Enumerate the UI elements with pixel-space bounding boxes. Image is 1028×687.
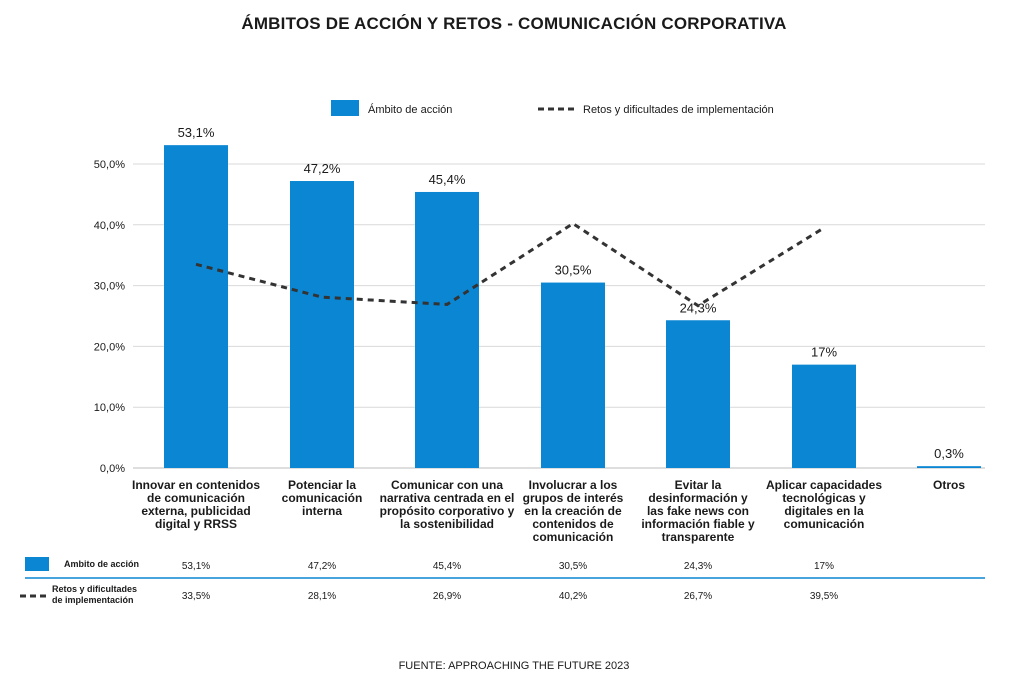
table-bar-swatch — [25, 557, 49, 571]
bar-value-label: 17% — [811, 345, 837, 360]
category-label: Evitar la desinformación y las fake news c… — [641, 478, 755, 544]
table-cell-line: 26,7% — [684, 591, 712, 602]
y-tick-label: 10,0% — [94, 402, 125, 414]
legend-bar-label: Ámbito de acción — [368, 103, 452, 116]
category-label: Potenciar la comunicación interna — [282, 478, 363, 518]
table-cell-bar: 30,5% — [559, 561, 587, 572]
table-cell-line: 40,2% — [559, 591, 587, 602]
bar — [666, 320, 730, 468]
category-label: Involucrar a los grupos de interés en la c… — [523, 478, 624, 544]
bar — [164, 145, 228, 469]
category-label: Comunicar con una narrativa centrada en e… — [380, 478, 515, 531]
chart-title: ÁMBITOS DE ACCIÓN Y RETOS - COMUNICACIÓN… — [241, 14, 787, 33]
legend-bar-swatch — [331, 100, 359, 116]
bar-value-label: 24,3% — [680, 300, 717, 315]
bar-value-label: 53,1% — [178, 125, 215, 140]
table-cell-line: 26,9% — [433, 591, 461, 602]
table-cell-line: 39,5% — [810, 591, 838, 602]
table-cell-line: 33,5% — [182, 591, 210, 602]
bar — [917, 466, 981, 468]
category-label: Otros — [933, 478, 965, 492]
table-cell-bar: 24,3% — [684, 561, 712, 572]
y-tick-label: 20,0% — [94, 341, 125, 353]
bar — [415, 191, 479, 468]
table-row2-label-line2: de implementación — [52, 595, 134, 605]
table-row2-label-line1: Retos y dificultades — [52, 584, 137, 594]
bar-value-label: 45,4% — [429, 172, 466, 187]
category-label: Aplicar capacidades tecnológicas y digital… — [766, 478, 882, 531]
legend-line-label: Retos y dificultades de implementación — [583, 104, 774, 116]
line-series — [195, 221, 825, 308]
y-tick-label: 50,0% — [94, 159, 125, 171]
bar-value-label: 30,5% — [555, 263, 592, 278]
table-cell-bar: 53,1% — [182, 561, 210, 572]
table-row1-label: Ambito de acción — [64, 559, 139, 569]
chart-source: FUENTE: APPROACHING THE FUTURE 2023 — [398, 660, 630, 672]
y-tick-label: 30,0% — [94, 281, 125, 293]
y-tick-label: 40,0% — [94, 220, 125, 232]
bar-value-label: 47,2% — [304, 161, 341, 176]
table-cell-line: 28,1% — [308, 591, 336, 602]
table-cell-bar: 45,4% — [433, 561, 461, 572]
bar — [541, 282, 605, 468]
table-cell-bar: 47,2% — [308, 561, 336, 572]
y-tick-label: 0,0% — [100, 463, 125, 475]
category-label: Innovar en contenidos de comunicación exte… — [132, 478, 260, 531]
table-cell-bar: 17% — [814, 561, 834, 572]
bar — [792, 364, 856, 468]
bar-value-label: 0,3% — [934, 446, 964, 461]
bar — [290, 181, 354, 469]
